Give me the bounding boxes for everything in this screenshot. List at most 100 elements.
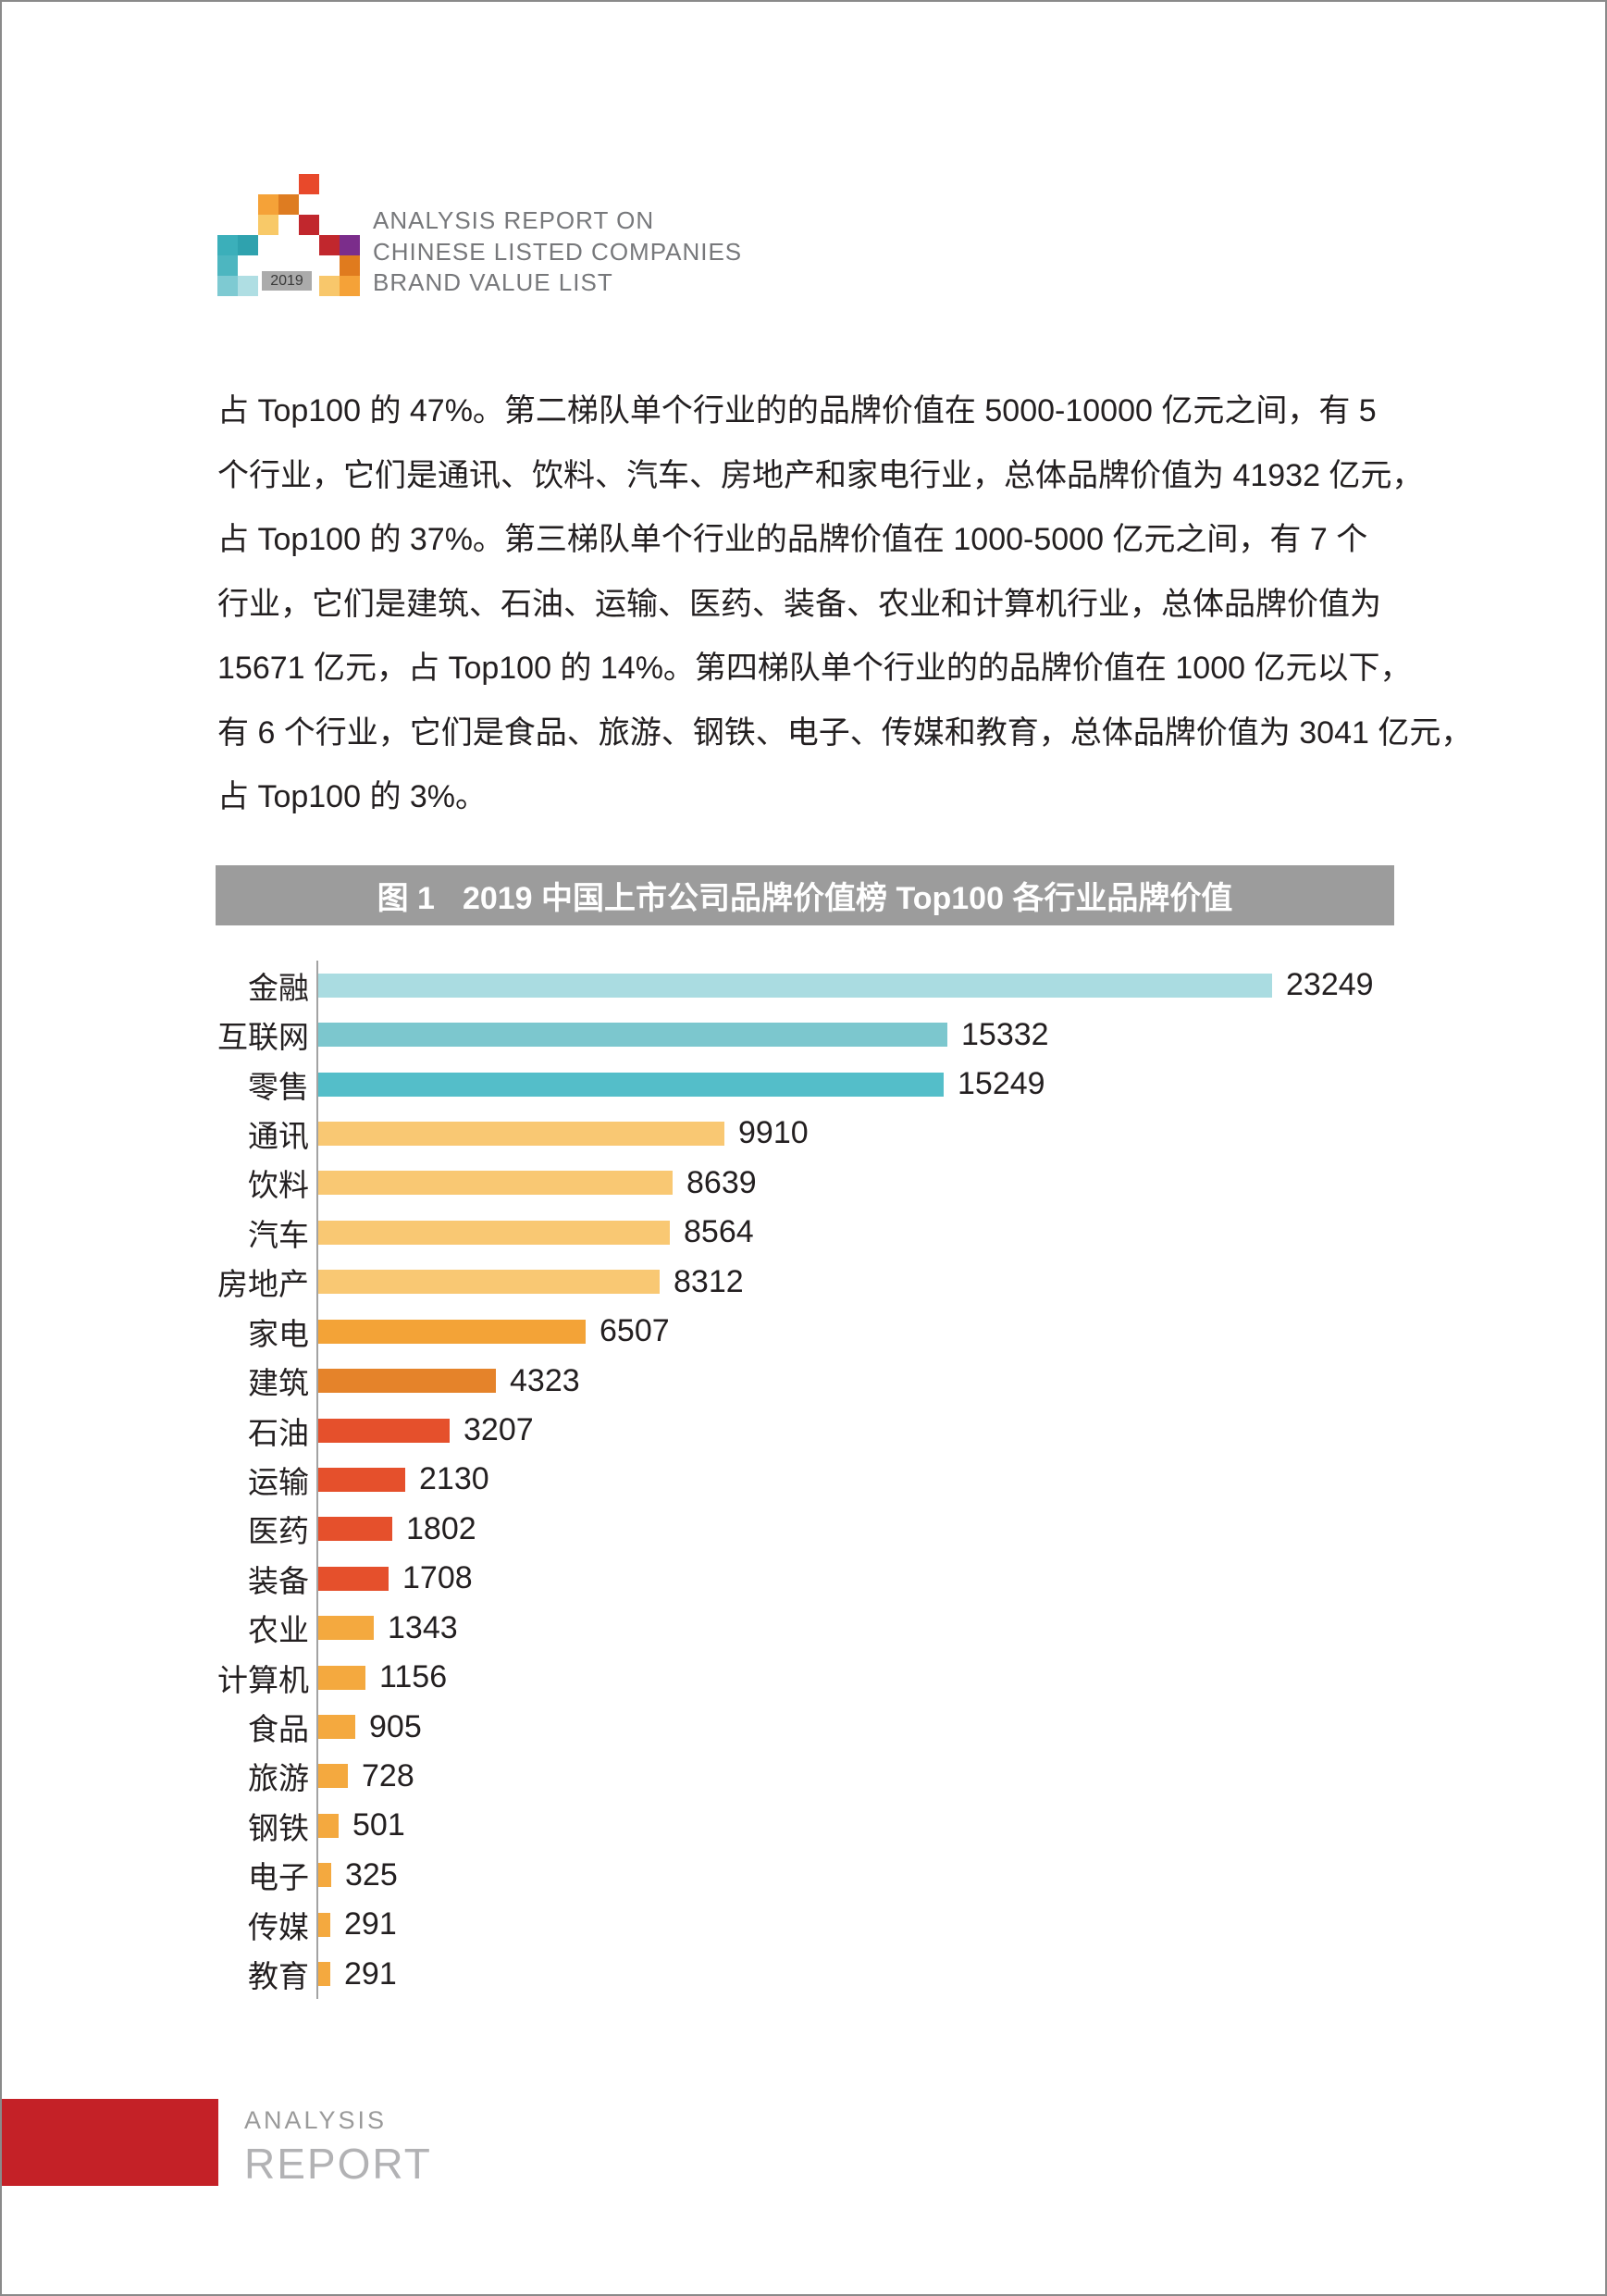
bar-area: 2130 <box>318 1461 489 1497</box>
category-label: 汽车 <box>248 1217 309 1252</box>
bar-area: 1343 <box>318 1610 458 1646</box>
report-header-title: ANALYSIS REPORT ON CHINESE LISTED COMPAN… <box>373 205 742 299</box>
bar-area: 905 <box>318 1709 422 1745</box>
category-label: 装备 <box>248 1563 309 1598</box>
paragraph-line: 占 Top100 的 37%。第三梯队单个行业的品牌价值在 1000-5000 … <box>217 522 1368 557</box>
bar-area: 1802 <box>318 1511 476 1547</box>
category-label: 通讯 <box>248 1118 309 1153</box>
footer-analysis-label: ANALYSIS <box>244 2106 388 2134</box>
value-label: 728 <box>362 1757 414 1793</box>
value-label: 1708 <box>402 1560 473 1596</box>
logo-square <box>340 276 360 296</box>
paragraph-line: 个行业，它们是通讯、饮料、汽车、房地产和家电行业，总体品牌价值为 41932 亿… <box>217 457 1424 493</box>
figure-label: 图 1 <box>377 881 435 916</box>
chart-row: 钢铁 501 <box>216 1801 1409 1850</box>
chart-row: 装备 1708 <box>216 1554 1409 1603</box>
category-label: 钢铁 <box>248 1810 309 1845</box>
category-label: 石油 <box>248 1415 309 1450</box>
chart-row: 金融 23249 <box>216 961 1409 1010</box>
bar-chart: 金融 23249 互联网 15332 零售 15249 通讯 9910 饮料 8639 汽车 8564… <box>216 961 1409 1999</box>
bar <box>318 1665 365 1690</box>
chart-row: 建筑 4323 <box>216 1356 1409 1405</box>
bar <box>318 1467 405 1492</box>
bar-area: 15249 <box>318 1066 1045 1102</box>
category-label: 农业 <box>248 1613 309 1648</box>
chart-row: 食品 905 <box>216 1702 1409 1751</box>
bar <box>318 1369 496 1394</box>
value-label: 8312 <box>674 1263 744 1299</box>
chart-row: 医药 1802 <box>216 1505 1409 1554</box>
chart-row: 零售 15249 <box>216 1060 1409 1109</box>
value-label: 1156 <box>379 1659 448 1695</box>
bar <box>318 1121 724 1146</box>
logo-square <box>258 215 278 235</box>
value-label: 501 <box>352 1807 405 1843</box>
bar <box>318 1270 660 1295</box>
chart-row: 汽车 8564 <box>216 1208 1409 1257</box>
logo-square <box>340 255 360 276</box>
chart-row: 电子 325 <box>216 1851 1409 1900</box>
chart-rows: 金融 23249 互联网 15332 零售 15249 通讯 9910 饮料 8639 汽车 8564… <box>216 961 1409 1999</box>
brand-logo-mosaic: 2019 <box>217 174 360 296</box>
logo-square <box>299 174 319 194</box>
bar <box>318 1418 450 1443</box>
chart-row: 饮料 8639 <box>216 1159 1409 1208</box>
value-label: 8564 <box>684 1214 754 1250</box>
bar-area: 728 <box>318 1758 414 1794</box>
y-axis-line <box>316 961 318 1999</box>
paragraph-line: 15671 亿元，占 Top100 的 14%。第四梯队单个行业的的品牌价值在 … <box>217 651 1412 686</box>
bar-area: 8564 <box>318 1214 754 1250</box>
value-label: 4323 <box>510 1362 580 1398</box>
value-label: 291 <box>344 1906 397 1942</box>
value-label: 9910 <box>738 1115 809 1151</box>
category-label: 传媒 <box>248 1909 309 1944</box>
paragraph-line: 有 6 个行业，它们是食品、旅游、钢铁、电子、传媒和教育，总体品牌价值为 304… <box>217 714 1473 751</box>
chart-row: 互联网 15332 <box>216 1010 1409 1059</box>
chart-row: 家电 6507 <box>216 1307 1409 1356</box>
value-label: 291 <box>344 1955 397 1992</box>
bar <box>318 1319 586 1344</box>
paragraph-line: 行业，它们是建筑、石油、运输、医药、装备、农业和计算机行业，总体品牌价值为 <box>217 586 1381 622</box>
bar-area: 1156 <box>318 1659 447 1695</box>
paragraph-line: 占 Top100 的 3%。 <box>217 779 488 814</box>
category-label: 医药 <box>248 1514 309 1549</box>
value-label: 15249 <box>958 1066 1045 1102</box>
bar <box>318 1715 355 1740</box>
body-paragraph: 占 Top100 的 47%。第二梯队单个行业的的品牌价值在 5000-1000… <box>217 379 1473 830</box>
logo-square <box>217 235 238 255</box>
value-label: 23249 <box>1286 967 1374 1003</box>
value-label: 905 <box>369 1708 422 1744</box>
header-title-line: BRAND VALUE LIST <box>373 268 613 296</box>
bar <box>318 1616 374 1641</box>
bar-area: 291 <box>318 1906 397 1942</box>
bar <box>318 1863 331 1888</box>
bar-area: 6507 <box>318 1313 670 1349</box>
logo-square <box>217 276 238 296</box>
bar <box>318 1517 392 1542</box>
logo-square <box>299 215 319 235</box>
bar-area: 501 <box>318 1807 405 1843</box>
logo-square <box>238 276 258 296</box>
bar <box>318 1023 947 1048</box>
bar <box>318 1566 389 1591</box>
logo-square <box>258 194 278 215</box>
value-label: 6507 <box>600 1313 670 1349</box>
bar <box>318 1813 339 1838</box>
bar-area: 3207 <box>318 1412 534 1448</box>
logo-square <box>217 255 238 276</box>
header-title-line: CHINESE LISTED COMPANIES <box>373 237 743 266</box>
chart-row: 农业 1343 <box>216 1603 1409 1652</box>
bar <box>318 1764 348 1789</box>
category-label: 房地产 <box>217 1267 309 1302</box>
bar-area: 325 <box>318 1857 398 1893</box>
footer-accent-block <box>2 2099 218 2186</box>
bar <box>318 1072 944 1097</box>
bar-area: 23249 <box>318 967 1374 1003</box>
chart-row: 房地产 8312 <box>216 1258 1409 1307</box>
category-label: 家电 <box>248 1316 309 1351</box>
bar <box>318 1962 330 1987</box>
logo-square <box>238 235 258 255</box>
chart-row: 传媒 291 <box>216 1900 1409 1949</box>
bar-area: 8312 <box>318 1264 744 1300</box>
chart-row: 通讯 9910 <box>216 1109 1409 1158</box>
